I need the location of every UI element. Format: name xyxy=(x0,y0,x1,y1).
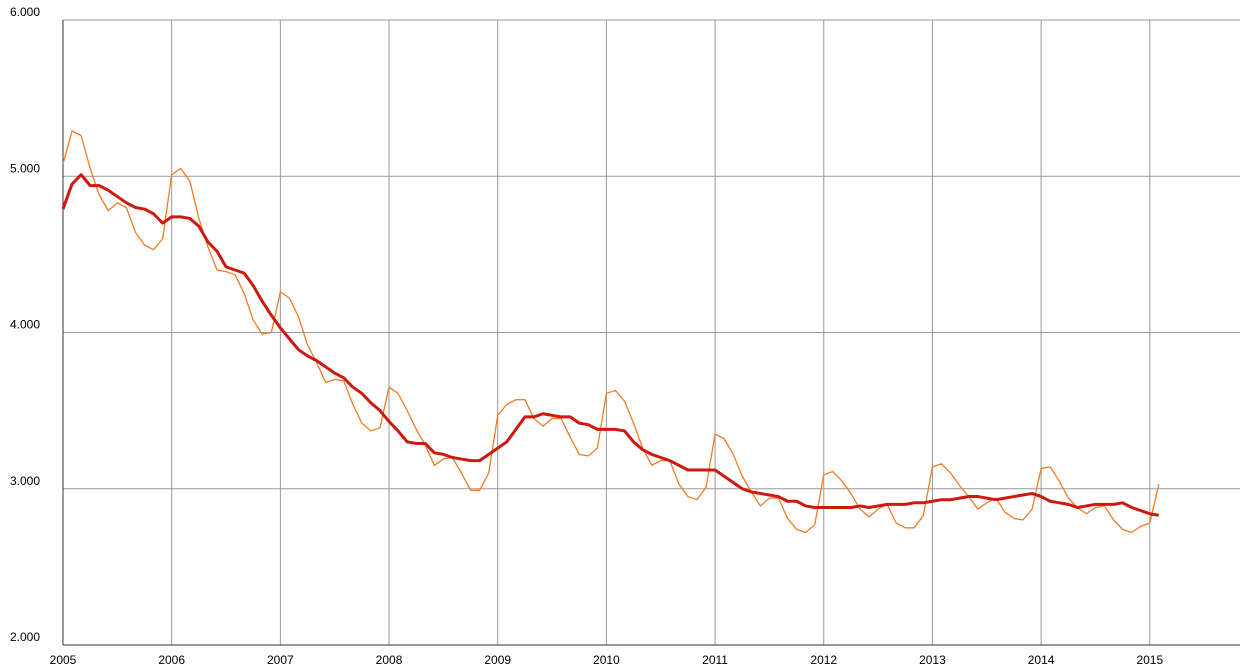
series-line xyxy=(62,130,1160,534)
y-tick-label: 3.000 xyxy=(10,474,40,488)
x-tick-label: 2006 xyxy=(158,653,185,667)
x-tick-label: 2013 xyxy=(919,653,946,667)
y-tick-label: 6.000 xyxy=(10,5,40,19)
x-tick-label: 2015 xyxy=(1136,653,1163,667)
x-tick-label: 2012 xyxy=(810,653,837,667)
x-tick-label: 2009 xyxy=(484,653,511,667)
y-tick-label: 4.000 xyxy=(10,318,40,332)
x-tick-label: 2007 xyxy=(267,653,294,667)
x-tick-label: 2010 xyxy=(593,653,620,667)
y-tick-label: 5.000 xyxy=(10,161,40,175)
x-tick-label: 2008 xyxy=(376,653,403,667)
x-tick-label: 2005 xyxy=(50,653,77,667)
series-line xyxy=(61,173,1160,517)
x-tick-label: 2014 xyxy=(1028,653,1055,667)
x-tick-label: 2011 xyxy=(702,653,728,667)
y-tick-label: 2.000 xyxy=(10,630,40,644)
